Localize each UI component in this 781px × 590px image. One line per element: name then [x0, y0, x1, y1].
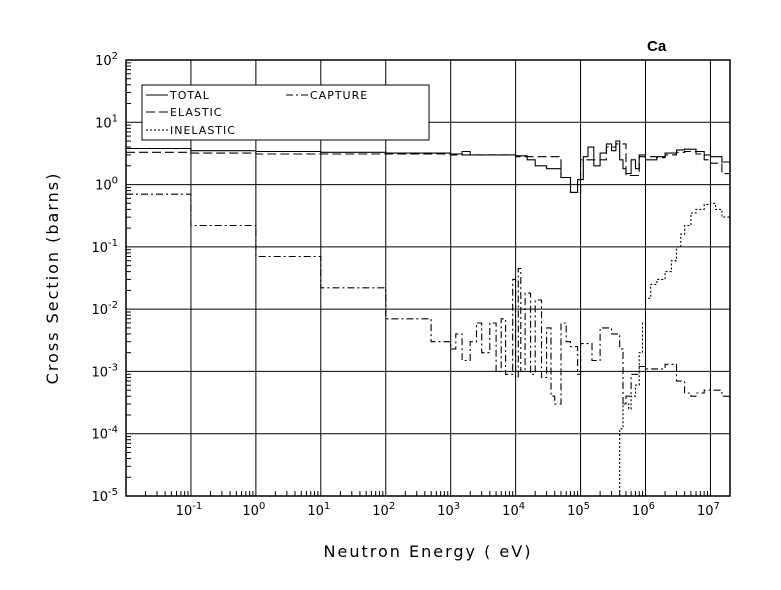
plot-frame: [125, 59, 731, 497]
x-tick-label: 102: [372, 501, 395, 519]
x-tick-label: 100: [242, 501, 265, 519]
legend: TOTAL ELASTIC CAPTURE INELASTIC: [141, 84, 430, 141]
x-tick-labels: 10-1 100 101 102 103 104 105 106 107: [176, 501, 720, 519]
y-tick-labels: 102 101 100 10-1 10-2 10-3 10-4 10-5: [91, 51, 118, 505]
y-tick-label: 10-1: [91, 238, 118, 256]
y-tick-label: 10-3: [91, 362, 118, 380]
y-tick-label: 102: [95, 51, 118, 69]
x-tick-label: 103: [437, 501, 460, 519]
series-line-inelastic: [619, 202, 731, 496]
y-tick-label: 10-5: [91, 487, 118, 505]
legend-label-total: TOTAL: [169, 89, 210, 102]
legend-box: [141, 84, 430, 141]
x-tick-label: 104: [502, 501, 525, 519]
series-line-capture: [126, 193, 731, 413]
x-tick-label: 101: [307, 501, 330, 519]
legend-label-inelastic: INELASTIC: [170, 124, 236, 137]
series-line-elastic: [126, 143, 731, 193]
x-tick-label: 106: [632, 501, 655, 519]
x-tick-label: 10-1: [176, 501, 203, 519]
chart-title: Ca: [647, 38, 667, 55]
y-tick-label: 100: [95, 176, 118, 194]
y-tick-label: 10-4: [91, 425, 118, 443]
x-tick-label: 105: [567, 501, 590, 519]
y-tick-label: 10-2: [91, 300, 118, 318]
legend-label-elastic: ELASTIC: [170, 106, 222, 119]
x-tick-label: 107: [697, 501, 720, 519]
y-axis-label: Cross Section (barns): [43, 172, 62, 385]
y-tick-label: 101: [95, 113, 118, 131]
series-line-total: [126, 140, 731, 193]
x-axis-label: Neutron Energy ( eV): [324, 542, 533, 561]
series-layer: [126, 140, 731, 496]
legend-label-capture: CAPTURE: [310, 89, 368, 102]
